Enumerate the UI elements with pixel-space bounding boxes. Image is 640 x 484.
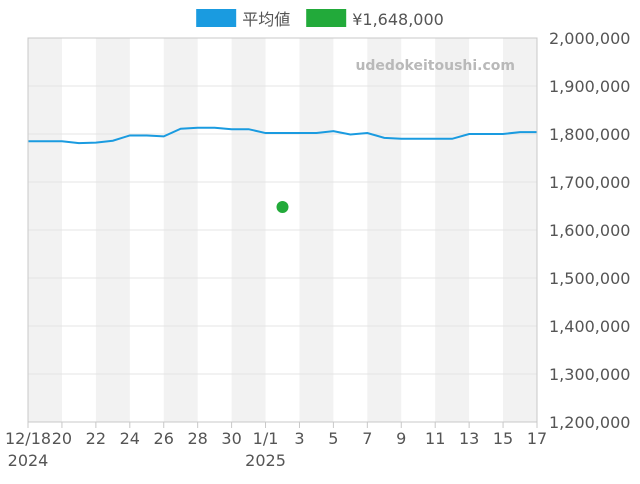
x-tick-sublabel: 2025	[245, 451, 286, 470]
x-tick-label: 5	[328, 429, 338, 448]
y-tick-label: 1,500,000	[549, 269, 630, 288]
legend-swatch	[196, 9, 237, 27]
x-tick-label: 24	[120, 429, 140, 448]
x-tick-label: 9	[396, 429, 406, 448]
x-tick-label: 3	[294, 429, 304, 448]
x-tick-label: 7	[362, 429, 372, 448]
x-tick-label: 28	[187, 429, 207, 448]
x-tick-label: 1/1	[253, 429, 279, 448]
y-tick-label: 1,800,000	[549, 125, 630, 144]
x-tick-label: 22	[86, 429, 106, 448]
legend-label: ¥1,648,000	[352, 10, 444, 29]
series-line-average	[28, 126, 537, 145]
legend-swatch	[306, 9, 347, 27]
series-lines	[28, 126, 537, 145]
x-tick-label: 30	[221, 429, 241, 448]
x-tick-label: 12/18	[5, 429, 51, 448]
y-tick-label: 1,900,000	[549, 77, 630, 96]
x-tick-label: 20	[52, 429, 72, 448]
y-tick-label: 1,200,000	[549, 413, 630, 432]
series-point-price	[276, 200, 289, 213]
y-tick-label: 1,600,000	[549, 221, 630, 240]
axes	[27, 37, 538, 428]
y-tick-label: 1,300,000	[549, 365, 630, 384]
legend: 平均値 ¥1,648,000	[196, 9, 444, 29]
x-tick-label: 15	[493, 429, 513, 448]
x-tick-label: 17	[527, 429, 547, 448]
x-tick-label: 26	[154, 429, 174, 448]
series-points	[276, 200, 289, 213]
plot-frame	[27, 37, 538, 423]
y-tick-labels: 2,000,000 1,900,000 1,800,000 1,700,000 1,60…	[549, 29, 630, 432]
x-tick-sublabel: 2024	[8, 451, 49, 470]
y-tick-label: 1,700,000	[549, 173, 630, 192]
y-tick-label: 2,000,000	[549, 29, 630, 48]
watermark: udedokeitoushi.com	[355, 58, 515, 74]
legend-label: 平均値	[242, 10, 290, 29]
x-tick-label: 11	[425, 429, 445, 448]
x-tick-label: 13	[459, 429, 479, 448]
y-tick-label: 1,400,000	[549, 317, 630, 336]
